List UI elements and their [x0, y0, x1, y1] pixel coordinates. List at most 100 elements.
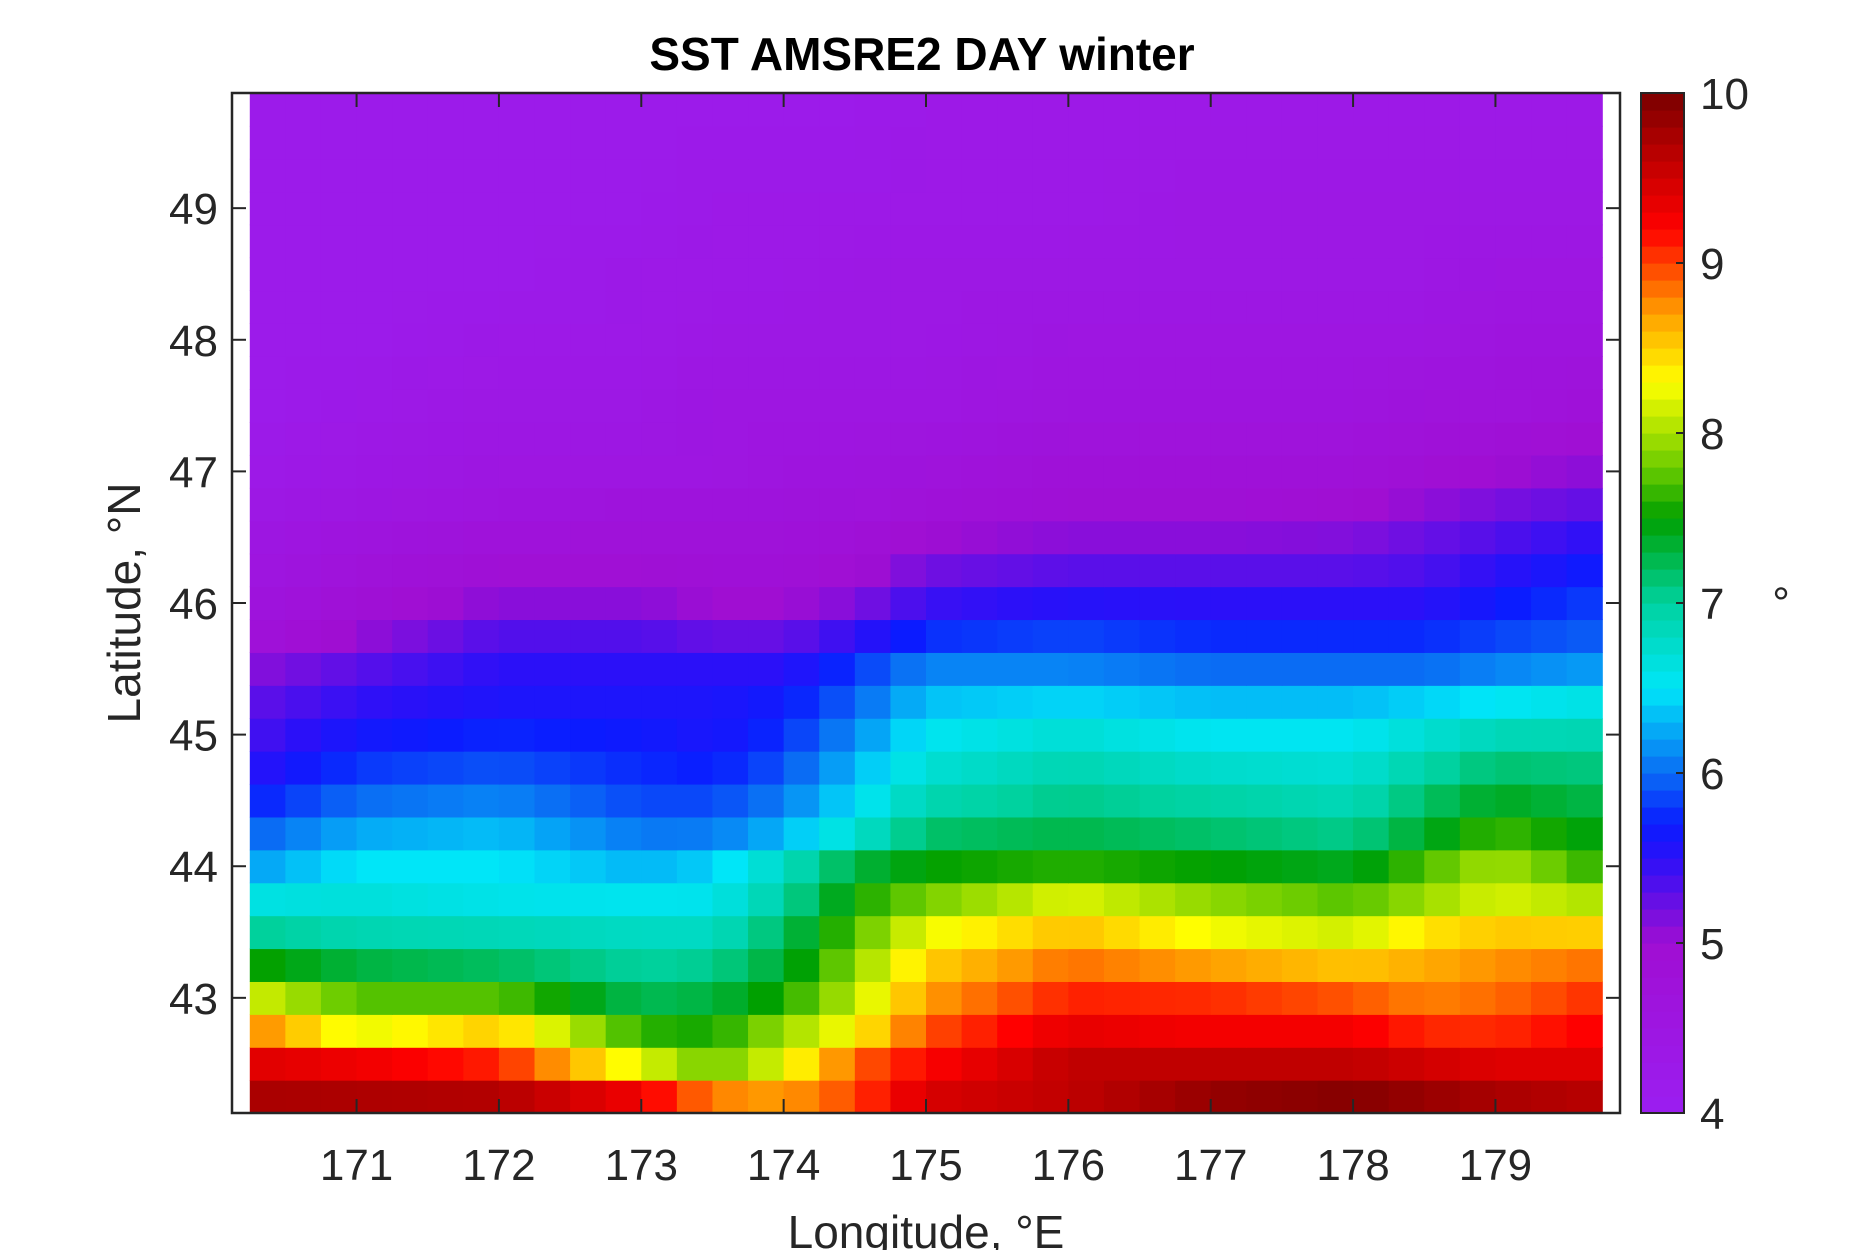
heatmap-cell: [854, 783, 892, 818]
heatmap-cell: [1424, 586, 1461, 621]
heatmap-cell: [356, 125, 393, 160]
heatmap-cell: [570, 586, 607, 621]
heatmap-cell: [1424, 520, 1461, 555]
heatmap-cell: [463, 948, 500, 982]
heatmap-cell: [320, 586, 358, 621]
heatmap-cell: [427, 454, 464, 489]
heatmap-cell: [534, 1014, 571, 1048]
heatmap-cell: [1175, 718, 1212, 752]
heatmap-cell: [570, 389, 607, 423]
heatmap-cell: [1068, 389, 1105, 423]
heatmap-cell: [1531, 125, 1568, 160]
heatmap-cell: [498, 257, 536, 292]
heatmap-cell: [676, 586, 714, 621]
y-axis-ticks: 43 44 45 46 47 48 49: [169, 185, 1620, 1024]
heatmap-cell: [1246, 191, 1283, 226]
heatmap-cell: [997, 93, 1034, 127]
heatmap-cell: [1246, 520, 1283, 555]
heatmap-cell: [1175, 981, 1212, 1015]
heatmap-cell: [534, 257, 571, 292]
heatmap-cell: [783, 454, 820, 489]
heatmap-cell: [570, 290, 607, 324]
heatmap-cell: [1068, 487, 1105, 522]
heatmap-cell: [605, 553, 642, 588]
heatmap-cell: [1210, 487, 1247, 522]
heatmap-cell: [997, 586, 1034, 621]
heatmap-cell: [427, 356, 464, 390]
heatmap-cell: [427, 1014, 464, 1048]
heatmap-cell: [1281, 323, 1319, 357]
heatmap-cell: [819, 718, 856, 752]
heatmap-cell: [534, 685, 571, 719]
heatmap-cell: [1210, 454, 1247, 489]
heatmap-cell: [1246, 816, 1283, 851]
heatmap-cell: [676, 981, 714, 1015]
heatmap-cell: [605, 915, 642, 950]
heatmap-cell: [1246, 158, 1283, 193]
heatmap-cell: [641, 915, 678, 950]
heatmap-cell: [676, 158, 714, 193]
heatmap-cell: [498, 619, 536, 653]
heatmap-cell: [1032, 323, 1069, 357]
heatmap-cell: [1139, 356, 1176, 390]
heatmap-cell: [1210, 422, 1247, 456]
heatmap-cell: [498, 948, 536, 982]
heatmap-cell: [1495, 586, 1532, 621]
heatmap-cell: [1175, 125, 1212, 160]
heatmap-cell: [997, 520, 1034, 555]
heatmap-cell: [641, 619, 678, 653]
heatmap-cell: [1210, 257, 1247, 292]
heatmap-cell: [1531, 454, 1568, 489]
heatmap-cell: [854, 1014, 892, 1048]
heatmap-cell: [356, 783, 393, 818]
heatmap-cell: [463, 323, 500, 357]
heatmap-cell: [676, 422, 714, 456]
heatmap-cell: [249, 849, 286, 884]
heatmap-cell: [1139, 849, 1176, 884]
heatmap-cell: [926, 422, 963, 456]
heatmap-cell: [427, 389, 464, 423]
heatmap-cell: [285, 915, 322, 950]
heatmap-cell: [1068, 718, 1105, 752]
heatmap-cell: [676, 882, 714, 917]
heatmap-cell: [1566, 652, 1603, 686]
heatmap-cell: [641, 783, 678, 818]
heatmap-cell: [997, 915, 1034, 950]
heatmap-cell: [854, 224, 892, 259]
colorbar-segment: [1641, 1096, 1684, 1114]
heatmap-cell: [1032, 93, 1069, 127]
heatmap-cell: [356, 751, 393, 785]
heatmap-cell: [1353, 1080, 1390, 1114]
heatmap-cell: [997, 718, 1034, 752]
heatmap-cell: [676, 948, 714, 982]
heatmap-cell: [1175, 93, 1212, 127]
heatmap-cell: [748, 783, 785, 818]
heatmap-cell: [1210, 652, 1247, 686]
heatmap-cell: [1531, 685, 1568, 719]
heatmap-cell: [1246, 948, 1283, 982]
heatmap-cell: [1388, 751, 1425, 785]
heatmap-cell: [605, 1080, 642, 1114]
heatmap-cell: [1139, 751, 1176, 785]
heatmap-cell: [285, 290, 322, 324]
colorbar-segment: [1641, 994, 1684, 1012]
colorbar-segment: [1641, 110, 1684, 128]
heatmap-cell: [854, 685, 892, 719]
colorbar-segment: [1641, 348, 1684, 366]
heatmap-cell: [1424, 652, 1461, 686]
heatmap-cell: [676, 257, 714, 292]
heatmap-cell: [356, 257, 393, 292]
heatmap-cell: [498, 323, 536, 357]
heatmap-cell: [1495, 257, 1532, 292]
heatmap-cell: [1353, 158, 1390, 193]
heatmap-cell: [961, 389, 998, 423]
heatmap-cell: [819, 882, 856, 917]
heatmap-cell: [285, 783, 322, 818]
heatmap-cell: [1103, 619, 1141, 653]
heatmap-cell: [1032, 1047, 1069, 1081]
heatmap-cell: [1175, 257, 1212, 292]
heatmap-cell: [819, 158, 856, 193]
heatmap-cell: [392, 948, 429, 982]
heatmap-cell: [1424, 158, 1461, 193]
heatmap-cell: [498, 1080, 536, 1114]
